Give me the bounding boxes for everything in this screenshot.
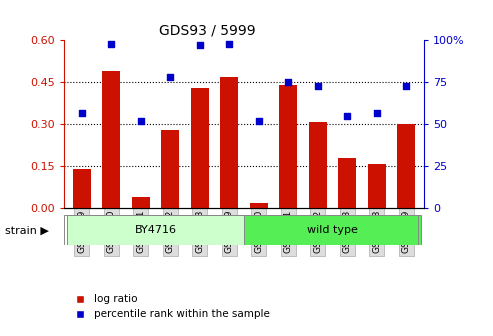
Point (284, 80, 292, 85)
Bar (161, 130, 179, 208)
Bar (244, 215, 421, 245)
Point (402, 83, 410, 88)
Bar (191, 88, 209, 208)
Bar (103, 71, 120, 208)
Text: BY4716: BY4716 (135, 225, 176, 235)
Point (255, 118, 263, 124)
Bar (280, 85, 297, 208)
Text: wild type: wild type (307, 225, 358, 235)
Bar (338, 158, 356, 208)
Point (137, 118, 145, 124)
Point (343, 113, 351, 119)
Point (373, 110, 381, 115)
Text: GDS93 / 5999: GDS93 / 5999 (159, 24, 255, 38)
Point (196, 43, 204, 48)
Point (166, 75, 174, 80)
Text: strain ▶: strain ▶ (5, 225, 49, 235)
Bar (73, 169, 91, 208)
Bar (309, 122, 327, 208)
Bar (220, 77, 238, 208)
Bar (67, 215, 244, 245)
Bar (397, 124, 415, 208)
Point (78, 110, 86, 115)
Bar (368, 164, 386, 208)
Point (107, 41, 115, 46)
Point (314, 83, 322, 88)
Bar (132, 197, 150, 208)
Bar (250, 203, 268, 208)
Legend: log ratio, percentile rank within the sample: log ratio, percentile rank within the sa… (70, 294, 270, 320)
Point (225, 41, 233, 46)
